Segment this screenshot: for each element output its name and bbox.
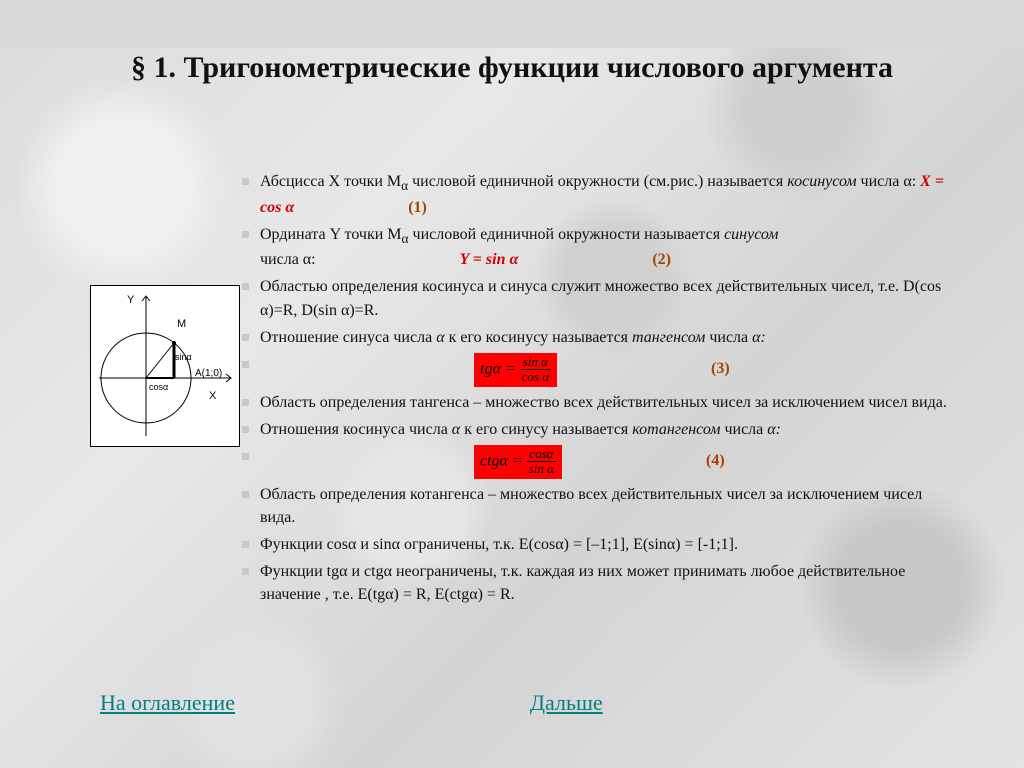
- bullet-5-formula-tan: tgα = sin αcos α (3): [260, 353, 960, 387]
- text: Функции tgα и ctgα неограничены, т.к. ка…: [260, 563, 905, 603]
- link-toc[interactable]: На оглавление: [100, 690, 235, 715]
- unit-circle-svg: [91, 286, 239, 446]
- eq-number-3: (3): [711, 357, 730, 380]
- numerator: sin α: [520, 355, 551, 370]
- alpha: α:: [752, 329, 766, 346]
- term-sine: синусом: [724, 226, 778, 243]
- bullet-1: Абсцисса X точки Mα числовой единичной о…: [260, 170, 960, 219]
- link-next[interactable]: Дальше: [530, 690, 603, 716]
- denominator: sin α: [527, 462, 556, 476]
- fig-label-a: A(1;0): [195, 368, 222, 379]
- eq-sin: Y = sin α: [460, 251, 519, 268]
- alpha: α: [436, 329, 444, 346]
- nav-links: На оглавление Дальше: [100, 690, 920, 716]
- text: числа: [720, 421, 767, 438]
- fig-label-sin: sinα: [175, 352, 192, 362]
- text: Абсцисса X точки M: [260, 173, 401, 190]
- bullet-10: Функции cosα и sinα ограничены, т.к. E(c…: [260, 533, 960, 556]
- subscript: α: [402, 231, 409, 246]
- text: Область определения тангенса – множество…: [260, 394, 947, 411]
- text: числа: [705, 329, 752, 346]
- numerator: cosα: [527, 447, 556, 462]
- text: Отношение синуса числа: [260, 329, 436, 346]
- alpha: α: [452, 421, 460, 438]
- bullet-8-formula-ctg: ctgα = cosαsin α (4): [260, 445, 960, 479]
- text: числовой единичной окружности (см.рис.) …: [408, 173, 787, 190]
- body-text: Абсцисса X точки M α числовой единичной о…: [260, 170, 960, 610]
- term-cotangent: котангенсом: [632, 421, 720, 438]
- text: числа α:: [857, 173, 921, 190]
- lhs: tgα =: [480, 360, 516, 377]
- text: Ордината Y точки M: [260, 226, 402, 243]
- fig-label-cos: cosα: [149, 382, 168, 392]
- lhs: ctgα =: [480, 452, 523, 469]
- bullet-11: Функции tgα и ctgα неограничены, т.к. ка…: [260, 560, 960, 606]
- bullet-6: Область определения тангенса – множество…: [260, 391, 960, 414]
- eq-number-1: (1): [408, 196, 427, 219]
- term-cosine: косинусом: [787, 173, 856, 190]
- text: числа α:: [260, 251, 316, 268]
- text: Областью определения косинуса и синуса с…: [260, 278, 941, 318]
- alpha: α:: [767, 421, 781, 438]
- fig-label-m: M: [177, 318, 186, 330]
- formula-ctg: ctgα = cosαsin α: [474, 445, 562, 479]
- eq-number-2: (2): [652, 248, 671, 271]
- page-title: § 1. Тригонометрические функции числовог…: [102, 48, 922, 87]
- eq-number-4: (4): [706, 449, 725, 472]
- denominator: cos α: [520, 370, 551, 384]
- term-tangent: тангенсом: [632, 329, 705, 346]
- text: числовой единичной окружности называется: [409, 226, 725, 243]
- fig-label-y: Y: [127, 294, 134, 306]
- text: к его синусу называется: [460, 421, 632, 438]
- text: Отношения косинуса числа: [260, 421, 452, 438]
- bullet-9: Область определения котангенса – множест…: [260, 483, 960, 529]
- bullet-4: Отношение синуса числа α к его косинусу …: [260, 326, 960, 349]
- text: к его косинусу называется: [445, 329, 632, 346]
- text: Область определения котангенса – множест…: [260, 486, 922, 526]
- bullet-2: Ордината Y точки Mα числовой единичной о…: [260, 223, 960, 272]
- bullet-7: Отношения косинуса числа α к его синусу …: [260, 418, 960, 441]
- bullet-3: Областью определения косинуса и синуса с…: [260, 275, 960, 321]
- text: Функции cosα и sinα ограничены, т.к. E(c…: [260, 536, 738, 553]
- fig-label-x: X: [209, 390, 216, 402]
- unit-circle-figure: Y X M A(1;0) sinα cosα: [90, 285, 240, 447]
- formula-tan: tgα = sin αcos α: [474, 353, 557, 387]
